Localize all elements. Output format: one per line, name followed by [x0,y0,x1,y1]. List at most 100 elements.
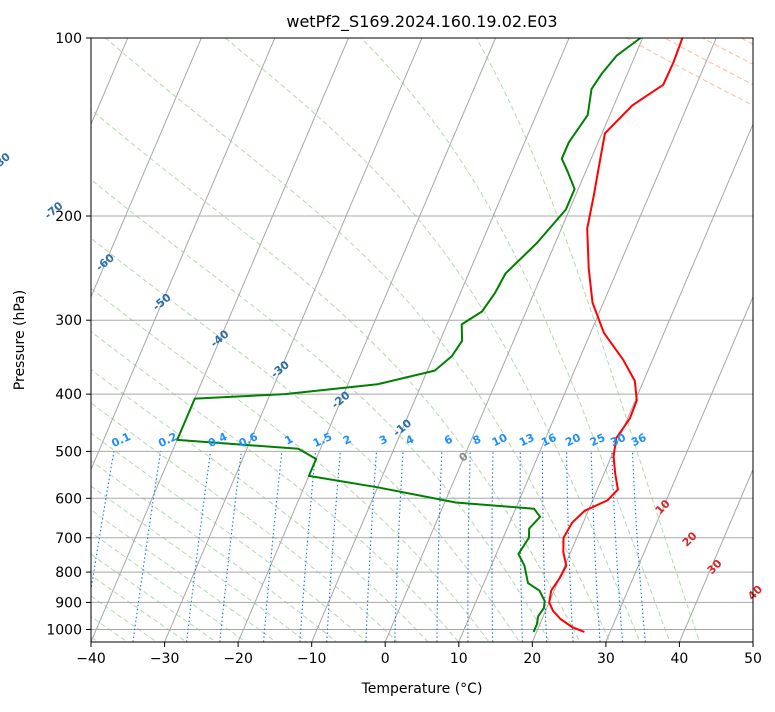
moist-adiabat-label: 30 [705,557,725,577]
moist-adiabat-line [91,574,188,642]
moist-adiabat-line [91,178,551,642]
isotherm-line [91,38,129,126]
moist-adiabat-line [224,38,641,642]
mixing-ratio-label: 3 [377,433,389,448]
moist-adiabat-label: 10 [653,497,673,517]
isotherm-line [91,38,202,299]
chart-title: wetPf2_S169.2024.160.19.02.E03 [286,12,557,32]
y-tick-label: 100 [55,31,82,47]
isotherm-line [311,38,570,642]
y-tick-label: 500 [55,444,82,460]
mixing-ratio-line [262,451,283,642]
mixing-ratio-label: 13 [517,431,536,449]
mixing-ratio-label: 0.1 [110,430,133,450]
x-axis-title: Temperature (°C) [361,681,483,697]
y-axis-title: Pressure (hPa) [12,290,28,390]
dry-adiabat-line [764,11,775,654]
moist-adiabat-line [91,432,368,642]
sounding-traces [176,38,684,633]
mixing-ratio-label: 16 [539,431,559,449]
reference-lines [0,11,775,654]
mixing-ratio-line [566,451,574,642]
dry-adiabat-line [663,38,753,86]
mixing-ratio-label: 30 [608,431,628,449]
moist-adiabat-line [360,38,671,642]
mixing-ratio-line [394,451,404,642]
moist-adiabat-line [91,287,490,642]
moist-adiabat-label: 40 [745,582,765,602]
mixing-ratio-line [219,451,242,642]
isotherm-line [91,38,276,471]
x-tick-label: 0 [381,651,390,667]
x-tick-label: −40 [76,651,106,667]
moist-adiabat-line [91,402,399,642]
moist-adiabat-line [91,237,521,642]
moist-adiabat-line [91,531,247,642]
isotherm-line [384,38,644,642]
isotherm-label: -80 [0,150,13,173]
y-tick-label: 1000 [46,623,82,639]
isotherm-line [605,295,753,642]
dry-adiabat-line [739,38,753,45]
x-tick-label: −10 [297,651,327,667]
dewpoint-trace [176,38,642,633]
mixing-ratio-line [519,451,523,642]
mixing-ratio-label: 8 [471,433,483,448]
mixing-ratio-line [436,451,443,642]
moist-adiabat-line [91,368,429,642]
moist-adiabat-line [91,616,129,642]
x-tick-label: −20 [223,651,253,667]
mixing-ratio-label: 4 [404,432,417,447]
dry-adiabat-line [727,11,775,654]
mixing-ratio-label: 1.5 [311,430,334,450]
mixing-ratio-line [590,451,601,642]
axes: −40 −30 −20 −10 0 10 20 30 40 5010020030040050060… [46,31,762,667]
mixing-ratio-line [491,451,494,642]
y-tick-label: 700 [55,531,82,547]
moist-adiabat-line [105,38,611,642]
dry-adiabat-line [625,38,753,106]
y-tick-label: 400 [55,387,82,403]
y-tick-label: 200 [55,209,82,225]
isotherm-line [678,468,753,642]
mixing-ratio-line [631,451,646,642]
moist-adiabat-line [91,553,217,642]
x-tick-label: −30 [150,651,180,667]
y-tick-label: 900 [55,595,82,611]
mixing-ratio-label: 0.4 [206,430,229,450]
plot-frame [90,37,754,643]
moist-adiabat-line [91,485,307,642]
mixing-ratio-label: 20 [563,431,583,449]
mixing-ratio-label: 10 [490,431,510,449]
moist-adiabat-line [91,459,338,642]
mixing-ratio-line [132,451,162,642]
x-tick-label: 40 [670,651,688,667]
mixing-ratio-line [91,451,115,593]
moist-adiabat-label: 20 [680,529,700,549]
mixing-ratio-line [299,451,317,642]
mixing-ratio-line [326,451,341,642]
isotherm-line [458,38,717,642]
isotherm-line [752,640,753,642]
isotherm-label: -60 [93,251,117,274]
x-tick-label: 30 [597,651,615,667]
reference-line-labels: -100-90-80-70-60-50-40-30-20-1000.10.20.… [0,150,765,603]
isotherm-line [237,38,497,642]
moist-adiabat-line [475,38,701,642]
isotherm-label: -20 [329,388,353,411]
isotherm-line [531,122,753,642]
isotherm-line [164,38,423,642]
isotherm-line [0,11,66,654]
mixing-ratio-label: 1 [283,433,295,448]
mixing-ratio-line [611,451,624,642]
mixing-ratio-label: 2 [341,433,353,448]
y-tick-label: 800 [55,565,82,581]
y-tick-label: 600 [55,491,82,507]
isotherm-label: -40 [208,327,232,350]
x-tick-label: 10 [450,651,468,667]
mixing-ratio-label: 36 [629,431,649,449]
isotherm-label: -50 [150,291,174,314]
mixing-ratio-line [541,451,548,642]
mixing-ratio-label: 25 [588,431,607,449]
